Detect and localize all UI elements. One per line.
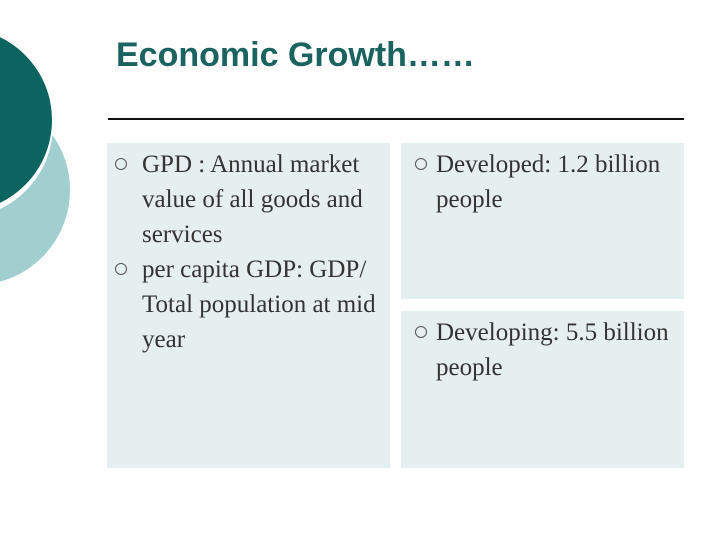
circle-bullet-icon	[415, 326, 427, 338]
circle-bullet-icon	[415, 158, 427, 170]
bullet-gdp-definition: GPD : Annual market value of all goods a…	[107, 147, 390, 252]
bullet-text: Developing: 5.5 billion people	[436, 319, 669, 381]
bullet-developing-population: Developing: 5.5 billion people	[401, 315, 684, 385]
top-right-bullet-list: Developed: 1.2 billion people	[401, 147, 684, 217]
left-content-panel	[107, 143, 390, 468]
bullet-text: GPD : Annual market value of all goods a…	[142, 151, 363, 248]
dark-teal-circle	[0, 37, 52, 203]
circle-bullet-icon	[115, 158, 127, 170]
bottom-right-content-panel	[401, 311, 684, 468]
bullet-text: Developed: 1.2 billion people	[436, 151, 661, 213]
bullet-text: per capita GDP: GDP/ Total population at…	[142, 256, 376, 353]
bottom-right-bullet-list: Developing: 5.5 billion people	[401, 315, 684, 385]
slide-title: Economic Growth……	[116, 36, 475, 74]
circle-bullet-icon	[115, 263, 127, 275]
decorative-circles	[0, 0, 120, 300]
left-bullet-list: GPD : Annual market value of all goods a…	[107, 147, 390, 357]
bullet-per-capita-gdp: per capita GDP: GDP/ Total population at…	[107, 252, 390, 357]
bullet-developed-population: Developed: 1.2 billion people	[401, 147, 684, 217]
title-divider	[108, 118, 684, 120]
top-right-content-panel	[401, 143, 684, 299]
